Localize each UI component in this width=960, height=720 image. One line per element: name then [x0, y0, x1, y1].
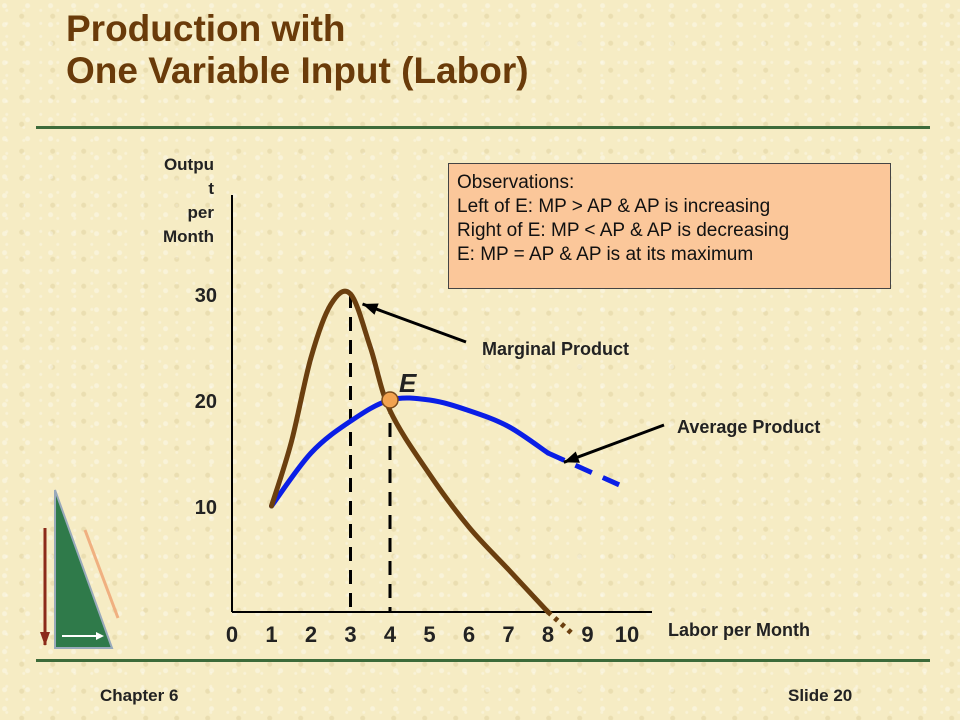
x-tick-label: 10 [615, 622, 639, 647]
x-tick-label: 1 [265, 622, 277, 647]
point-e-marker [381, 391, 399, 409]
x-tick-label: 7 [502, 622, 514, 647]
title-underline [36, 126, 930, 129]
observation-line: E: MP = AP & AP is at its maximum [457, 244, 754, 265]
triangle-logo-icon [40, 489, 120, 649]
x-tick-label: 2 [305, 622, 317, 647]
mp-annotation-arrow-head [362, 303, 379, 315]
x-tick-label: 0 [226, 622, 238, 647]
title-line-2: One Variable Input (Labor) [66, 50, 529, 91]
chapter-label: Chapter 6 [100, 686, 179, 705]
ap-annotation-arrow [563, 423, 665, 464]
slide-number: Slide 20 [788, 686, 853, 705]
chart-labels: 0 1 2 3 4 5 6 7 8 9 10 10 20 30 Outpu t per Month Labor pe… [163, 155, 820, 647]
y-tick-label: 10 [195, 497, 217, 519]
mp-annotation-label: Marginal Product [482, 339, 629, 359]
x-tick-label: 9 [581, 622, 593, 647]
x-tick-label: 8 [542, 622, 554, 647]
guide-lines [349, 294, 392, 612]
average-product-curve [269, 395, 551, 509]
slide-title: Production with One Variable Input (Labo… [66, 8, 529, 92]
x-tick-label: 5 [423, 622, 435, 647]
y-axis-label: Outpu [164, 155, 214, 174]
average-product-extension [546, 450, 621, 488]
ap-annotation-arrow-head [563, 451, 580, 463]
x-tick-label: 4 [384, 622, 397, 647]
observation-line: Left of E: MP > AP & AP is increasing [457, 196, 771, 217]
footer-rule [36, 659, 930, 662]
axes [231, 195, 652, 613]
ap-annotation-label: Average Product [677, 417, 820, 437]
curves [269, 288, 621, 636]
y-axis-label: per [188, 203, 215, 222]
x-tick-label: 3 [344, 622, 356, 647]
y-axis-label: Month [163, 227, 214, 246]
y-axis-label: t [208, 179, 214, 198]
title-line-1: Production with [66, 8, 346, 49]
observations-heading: Observations: [457, 172, 575, 193]
mp-annotation-arrow [361, 302, 467, 344]
x-axis-label: Labor per Month [668, 620, 810, 640]
point-e-label: E [399, 368, 417, 398]
x-tick-label: 6 [463, 622, 475, 647]
y-tick-label: 20 [195, 391, 217, 413]
marginal-product-curve [269, 288, 551, 615]
y-tick-label: 30 [195, 285, 217, 307]
observations-box: Observations: Left of E: MP > AP & AP is… [448, 163, 891, 289]
observation-line: Right of E: MP < AP & AP is decreasing [457, 220, 790, 241]
